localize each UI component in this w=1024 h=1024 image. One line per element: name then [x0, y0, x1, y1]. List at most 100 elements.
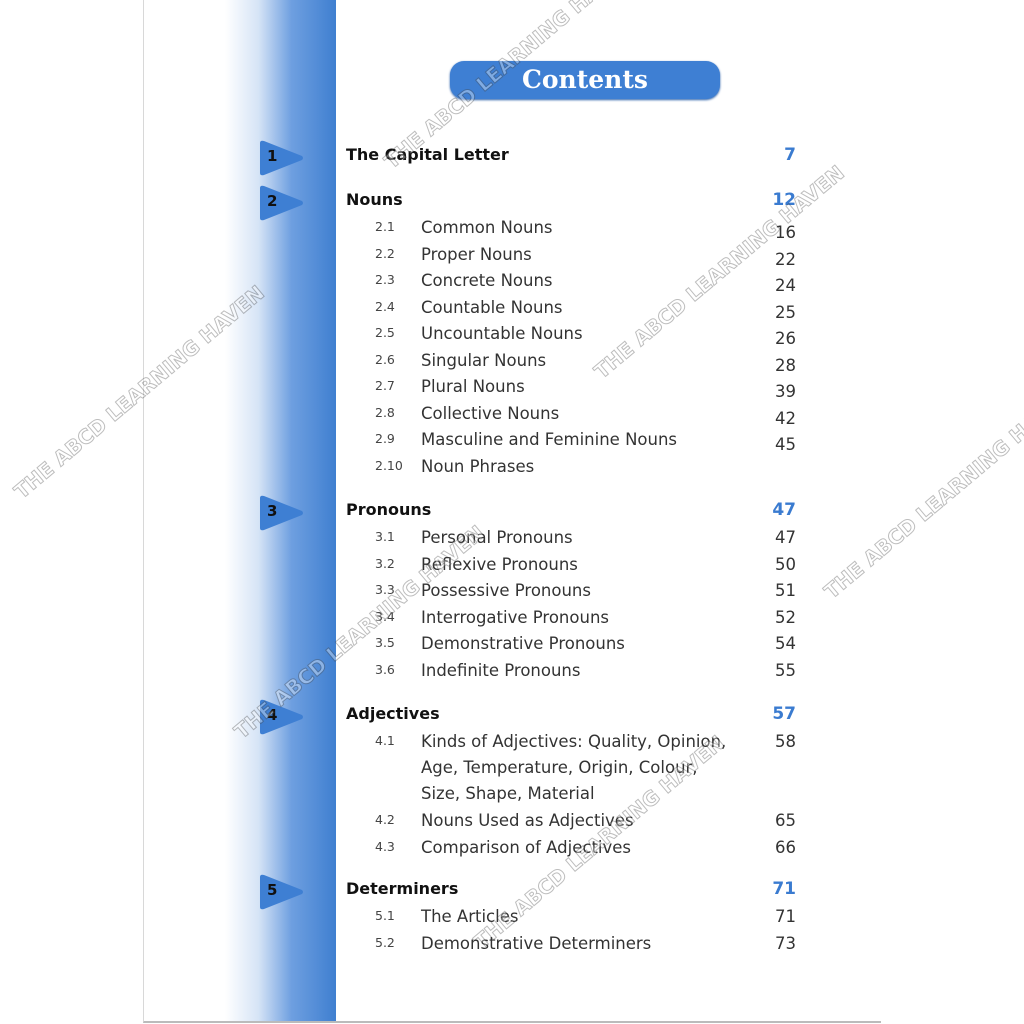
section-number: 3.3 — [375, 582, 395, 597]
section-title: Concrete Nouns — [421, 271, 553, 290]
section-number: 4.2 — [375, 812, 395, 827]
section-title: Collective Nouns — [421, 403, 560, 423]
chapter-title: Pronouns — [346, 500, 432, 519]
arrow-marker-icon — [260, 140, 303, 176]
section-entry[interactable]: 2.2 Proper Nouns 22 — [346, 242, 798, 269]
section-entry[interactable]: 5.1 The Articles 71 — [346, 904, 798, 931]
section-page: 45 — [775, 435, 796, 454]
section-entry[interactable]: 2.3 Concrete Nouns 24 — [346, 268, 798, 295]
section-title: Countable Nouns — [421, 297, 563, 317]
section-entry[interactable]: 3.4 Interrogative Pronouns 52 — [346, 605, 798, 632]
chapter-page: 7 — [784, 145, 796, 165]
section-title: Interrogative Pronouns — [421, 607, 609, 627]
section-title: Personal Pronouns — [421, 528, 573, 547]
chapter-marker: 1 — [258, 140, 304, 176]
chapter-number: 4 — [267, 706, 278, 724]
section-entry[interactable]: 4.2 Nouns Used as Adjectives 65 — [346, 808, 798, 835]
section-page: 22 — [775, 249, 796, 269]
arrow-marker-icon — [260, 185, 303, 221]
chapter-marker: 2 — [258, 185, 304, 221]
chapter-number: 2 — [267, 192, 278, 210]
section-entry[interactable]: 5.2 Demonstrative Determiners 73 — [346, 931, 798, 958]
chapter-page: 57 — [772, 704, 796, 724]
section-entry[interactable]: 2.4 Countable Nouns 25 — [346, 295, 798, 322]
chapter-page: 71 — [772, 879, 796, 899]
chapter-title: Adjectives — [346, 704, 440, 723]
section-title: Plural Nouns — [421, 377, 525, 396]
section-entry[interactable]: 2.10 Noun Phrases — [346, 454, 798, 481]
chapter-title: Determiners — [346, 879, 459, 898]
section-number: 3.2 — [375, 555, 395, 571]
section-page: 50 — [775, 554, 796, 574]
section-number: 2.3 — [375, 272, 395, 287]
section-page: 55 — [775, 660, 796, 680]
section-number: 5.1 — [375, 908, 395, 923]
section-list: 2.1 Common Nouns 16 2.2 Proper Nouns 22 … — [346, 215, 798, 480]
section-number: 3.5 — [375, 635, 395, 650]
section-title: Demonstrative Pronouns — [421, 634, 625, 653]
section-title: Common Nouns — [421, 218, 553, 237]
chapter-title: The Capital Letter — [346, 145, 509, 164]
section-number: 2.1 — [375, 219, 395, 234]
section-entry[interactable]: 3.6 Indefinite Pronouns 55 — [346, 658, 798, 685]
section-entry[interactable]: 4.3 Comparison of Adjectives 66 — [346, 835, 798, 862]
section-page: 54 — [775, 634, 796, 653]
section-entry[interactable]: 3.5 Demonstrative Pronouns 54 — [346, 631, 798, 658]
section-number: 2.4 — [375, 298, 395, 314]
chapter-page: 47 — [772, 500, 796, 520]
section-page: 28 — [775, 355, 796, 375]
section-number: 3.4 — [375, 608, 395, 624]
section-number: 2.2 — [375, 245, 395, 261]
section-list: 3.1 Personal Pronouns 47 3.2 Reflexive P… — [346, 525, 798, 684]
section-entry[interactable]: 2.5 Uncountable Nouns 26 — [346, 321, 798, 348]
section-number: 5.2 — [375, 934, 395, 950]
section-entry[interactable]: 3.3 Possessive Pronouns 51 — [346, 578, 798, 605]
chapter-marker: 3 — [258, 495, 304, 531]
section-page: 26 — [775, 329, 796, 348]
section-page: 47 — [775, 528, 796, 547]
chapter-marker: 4 — [258, 699, 304, 735]
section-entry[interactable]: 2.7 Plural Nouns 39 — [346, 374, 798, 401]
section-title: Noun Phrases — [421, 456, 535, 476]
section-page: 24 — [775, 276, 796, 295]
section-page: 71 — [775, 907, 796, 926]
chapter-marker: 5 — [258, 874, 304, 910]
chapter-number: 3 — [267, 502, 278, 520]
section-title: Singular Nouns — [421, 350, 547, 370]
section-number: 2.10 — [375, 457, 403, 473]
section-entry[interactable]: 2.1 Common Nouns 16 — [346, 215, 798, 242]
chapter-number: 5 — [267, 881, 278, 899]
section-title: Indefinite Pronouns — [421, 660, 581, 680]
section-number: 2.5 — [375, 325, 395, 340]
section-entry[interactable]: 3.1 Personal Pronouns 47 — [346, 525, 798, 552]
arrow-marker-icon — [260, 495, 303, 531]
section-entry[interactable]: 2.6 Singular Nouns 28 — [346, 348, 798, 375]
section-title: Nouns Used as Adjectives — [421, 811, 634, 830]
section-page: 39 — [775, 382, 796, 401]
section-entry[interactable]: 3.2 Reflexive Pronouns 50 — [346, 552, 798, 579]
section-entry[interactable]: 2.9 Masculine and Feminine Nouns 45 — [346, 427, 798, 454]
section-page: 51 — [775, 581, 796, 600]
section-page: 58 — [775, 732, 796, 751]
section-number: 4.3 — [375, 838, 395, 854]
section-page: 73 — [775, 933, 796, 953]
section-page: 65 — [775, 811, 796, 830]
section-list: 5.1 The Articles 71 5.2 Demonstrative De… — [346, 904, 798, 957]
section-title: Kinds of Adjectives: Quality, Opinion, A… — [421, 732, 727, 803]
section-page: 25 — [775, 302, 796, 322]
section-page: 52 — [775, 607, 796, 627]
section-page: 16 — [775, 223, 796, 242]
section-number: 2.9 — [375, 431, 395, 446]
section-list: 4.1 Kinds of Adjectives: Quality, Opinio… — [346, 729, 798, 861]
section-title: Comparison of Adjectives — [421, 837, 632, 857]
section-title: Proper Nouns — [421, 244, 532, 264]
section-entry[interactable]: 4.1 Kinds of Adjectives: Quality, Opinio… — [346, 729, 798, 808]
section-entry[interactable]: 2.8 Collective Nouns 42 — [346, 401, 798, 428]
section-number: 2.8 — [375, 404, 395, 420]
chapter-page: 12 — [772, 190, 796, 210]
section-title: Uncountable Nouns — [421, 324, 583, 343]
section-number: 3.6 — [375, 661, 395, 677]
section-title: The Articles — [421, 907, 519, 926]
section-number: 2.6 — [375, 351, 395, 367]
page-title: Contents — [450, 61, 720, 99]
